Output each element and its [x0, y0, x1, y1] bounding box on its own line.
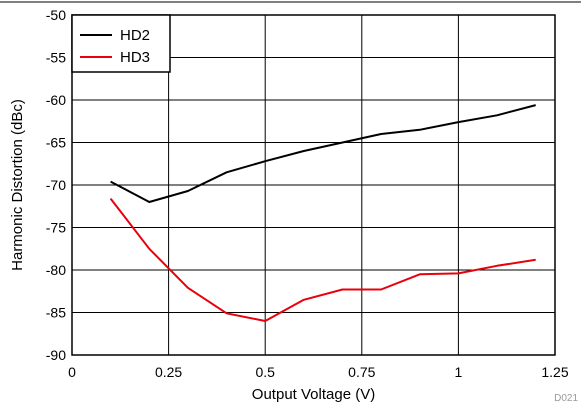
series-line-hd3	[109, 197, 536, 322]
legend: HD2 HD3	[71, 14, 171, 73]
series-layer	[109, 104, 536, 322]
y-axis-title: Harmonic Distortion (dBc)	[9, 99, 26, 271]
legend-label-hd3: HD3	[120, 49, 150, 66]
x-tick-label: 1	[455, 364, 463, 380]
legend-box	[71, 14, 171, 73]
series-line-hd2	[110, 104, 536, 203]
y-tick-label: -55	[46, 50, 66, 66]
y-tick-label: -60	[46, 92, 66, 108]
x-tick-label: 0	[68, 364, 76, 380]
plot-frame	[71, 14, 556, 356]
x-tick-label: 0.5	[255, 364, 275, 380]
y-tick-label: -65	[46, 135, 66, 151]
x-tick-label: 1.25	[541, 364, 568, 380]
y-tick-label: -75	[46, 220, 66, 236]
x-tick-label: 0.75	[348, 364, 375, 380]
y-tick-label: -70	[46, 177, 66, 193]
y-tick-label: -50	[46, 7, 66, 23]
y-tick-label: -85	[46, 305, 66, 321]
y-tick-label: -80	[46, 262, 66, 278]
chart-id-label: D021	[554, 393, 578, 404]
tick-labels: 0 0.25 0.5 0.75 1 1.25 -50 -55 -60 -65 -70 -75 -80 -8…	[46, 7, 569, 380]
x-axis-title: Output Voltage (V)	[252, 386, 375, 403]
y-tick-label: -90	[46, 347, 66, 363]
x-tick-label: 0.25	[155, 364, 182, 380]
legend-label-hd2: HD2	[120, 27, 150, 44]
